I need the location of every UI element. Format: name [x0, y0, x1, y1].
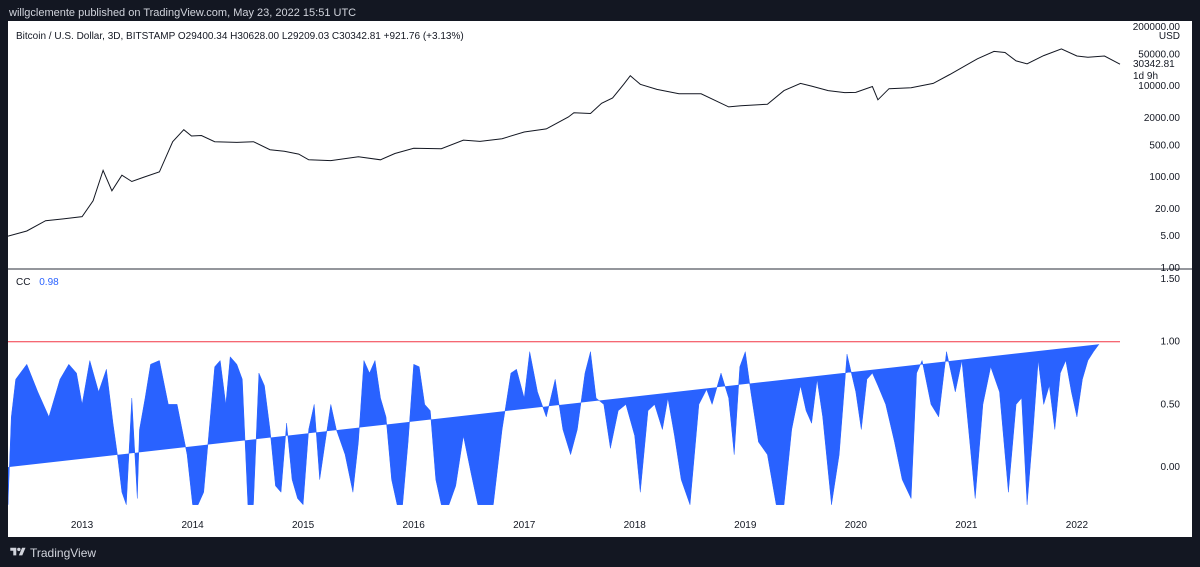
time-axis-tick-label: 2020 [845, 520, 868, 531]
footer-bar: TradingView [0, 537, 1200, 567]
price-axis-tick-label: 200000.00 [1133, 22, 1181, 33]
time-axis-tick-label: 2021 [955, 520, 978, 531]
time-axis-tick-label: 2017 [513, 520, 536, 531]
cc-axis-tick-label: 0.00 [1161, 462, 1181, 473]
time-axis-tick-label: 2022 [1066, 520, 1089, 531]
price-axis-tick-label: 100.00 [1149, 172, 1180, 183]
price-line[interactable] [8, 48, 1121, 237]
price-axis-tick-label: 20.00 [1155, 204, 1180, 215]
cc-name: CC [16, 277, 31, 288]
cc-axis-tick-label: 1.00 [1161, 337, 1181, 348]
price-axis-tick-label: 1.00 [1161, 263, 1181, 274]
time-axis-tick-label: 2019 [734, 520, 757, 531]
header-bar: willgclemente published on TradingView.c… [0, 0, 1200, 26]
cc-axis-tick-label: 1.50 [1161, 274, 1181, 285]
chart-canvas[interactable]: 200000.00 50000.00 10000.00 2000.00 500.00 10… [8, 21, 1192, 537]
tradingview-logo-icon [10, 547, 26, 556]
cc-indicator-legend: CC 0.98 [16, 277, 59, 288]
price-axis-tick-label: 2000.00 [1144, 113, 1181, 124]
price-axis-tick-label: 5.00 [1161, 231, 1181, 242]
bar-countdown-label: 1d 9h [1133, 71, 1158, 82]
price-axis-unit-label: USD [1159, 31, 1180, 42]
price-axis-tick-label: 50000.00 [1138, 49, 1180, 60]
time-axis-tick-label: 2018 [624, 520, 647, 531]
price-axis-tick-label: 10000.00 [1138, 81, 1180, 92]
cc-axis-tick-label: 0.50 [1161, 399, 1181, 410]
last-price-label: 30342.81 [1133, 59, 1175, 70]
chart-panel[interactable]: 200000.00 50000.00 10000.00 2000.00 500.00 10… [8, 21, 1192, 537]
cc-area[interactable] [8, 344, 1100, 506]
publisher-text: willgclemente published on TradingView.c… [9, 7, 357, 19]
time-axis-tick-label: 2016 [403, 520, 426, 531]
time-axis-tick-label: 2015 [292, 520, 315, 531]
series-legend: Bitcoin / U.S. Dollar, 3D, BITSTAMP O294… [16, 31, 464, 42]
cc-current-value: 0.98 [39, 277, 59, 288]
tradingview-brand[interactable]: TradingView [30, 546, 97, 560]
time-axis-tick-label: 2014 [181, 520, 204, 531]
price-axis-tick-label: 500.00 [1149, 140, 1180, 151]
time-axis-tick-label: 2013 [71, 520, 94, 531]
